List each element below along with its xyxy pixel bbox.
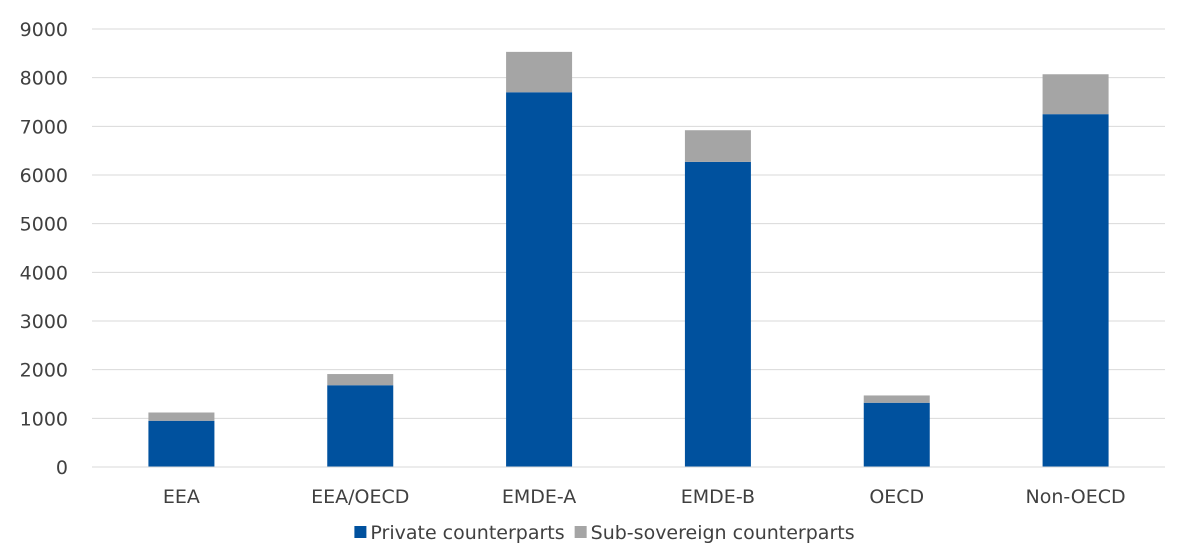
- y-axis-tick-labels: 0 1000 2000 3000 4000 5000 6000 7000 8000 9000: [20, 19, 68, 479]
- y-tick-label-2000: 2000: [20, 360, 68, 382]
- bar-eea-oecd-private-counterparts: [327, 385, 394, 467]
- y-tick-label-8000: 8000: [20, 68, 68, 90]
- legend-label-private-counterparts: Private counterparts: [370, 522, 564, 544]
- y-tick-label-1000: 1000: [20, 408, 68, 430]
- legend-swatch-private-counterparts: [354, 526, 367, 538]
- gridlines: [92, 28, 1165, 419]
- y-tick-label-6000: 6000: [20, 165, 68, 187]
- y-tick-label-7000: 7000: [20, 116, 68, 138]
- legend-label-sub-sovereign-counterparts: Sub-sovereign counterparts: [591, 522, 855, 544]
- legend-swatch-sub-sovereign-counterparts: [574, 526, 587, 538]
- x-tick-label-emde-b: EMDE-B: [681, 486, 755, 508]
- x-tick-label-eea-oecd: EEA/OECD: [311, 486, 409, 508]
- y-tick-label-5000: 5000: [20, 214, 68, 236]
- y-tick-label-4000: 4000: [20, 262, 68, 284]
- legend-item-private-counterparts: Private counterparts: [354, 522, 565, 544]
- x-tick-label-oecd: OECD: [869, 486, 924, 508]
- bar-eea-oecd-sub-sovereign-counterparts: [327, 374, 394, 386]
- bar-emde-a-private-counterparts: [506, 92, 573, 468]
- bar-non-oecd-private-counterparts: [1042, 114, 1109, 468]
- y-tick-label-0: 0: [56, 457, 68, 479]
- bar-oecd-private-counterparts: [863, 402, 930, 467]
- bar-eea-sub-sovereign-counterparts: [148, 412, 215, 421]
- x-axis-tick-labels: EEA EEA/OECD EMDE-A EMDE-B OECD Non-OECD: [163, 486, 1126, 508]
- bar-non-oecd-sub-sovereign-counterparts: [1042, 74, 1109, 115]
- bar-oecd-sub-sovereign-counterparts: [863, 395, 930, 403]
- bar-emde-b-sub-sovereign-counterparts: [684, 130, 751, 162]
- y-tick-label-9000: 9000: [20, 19, 68, 41]
- x-tick-label-emde-a: EMDE-A: [502, 486, 576, 508]
- x-tick-label-non-oecd: Non-OECD: [1026, 486, 1126, 508]
- legend: Private counterparts Sub-sovereign counte…: [354, 522, 855, 544]
- bar-emde-a-sub-sovereign-counterparts: [506, 51, 573, 93]
- y-tick-label-3000: 3000: [20, 311, 68, 333]
- bar-emde-b-private-counterparts: [684, 161, 751, 468]
- x-tick-label-eea: EEA: [163, 486, 200, 508]
- legend-item-sub-sovereign-counterparts: Sub-sovereign counterparts: [574, 522, 855, 544]
- bars: [148, 51, 1109, 468]
- bar-eea-private-counterparts: [148, 420, 215, 467]
